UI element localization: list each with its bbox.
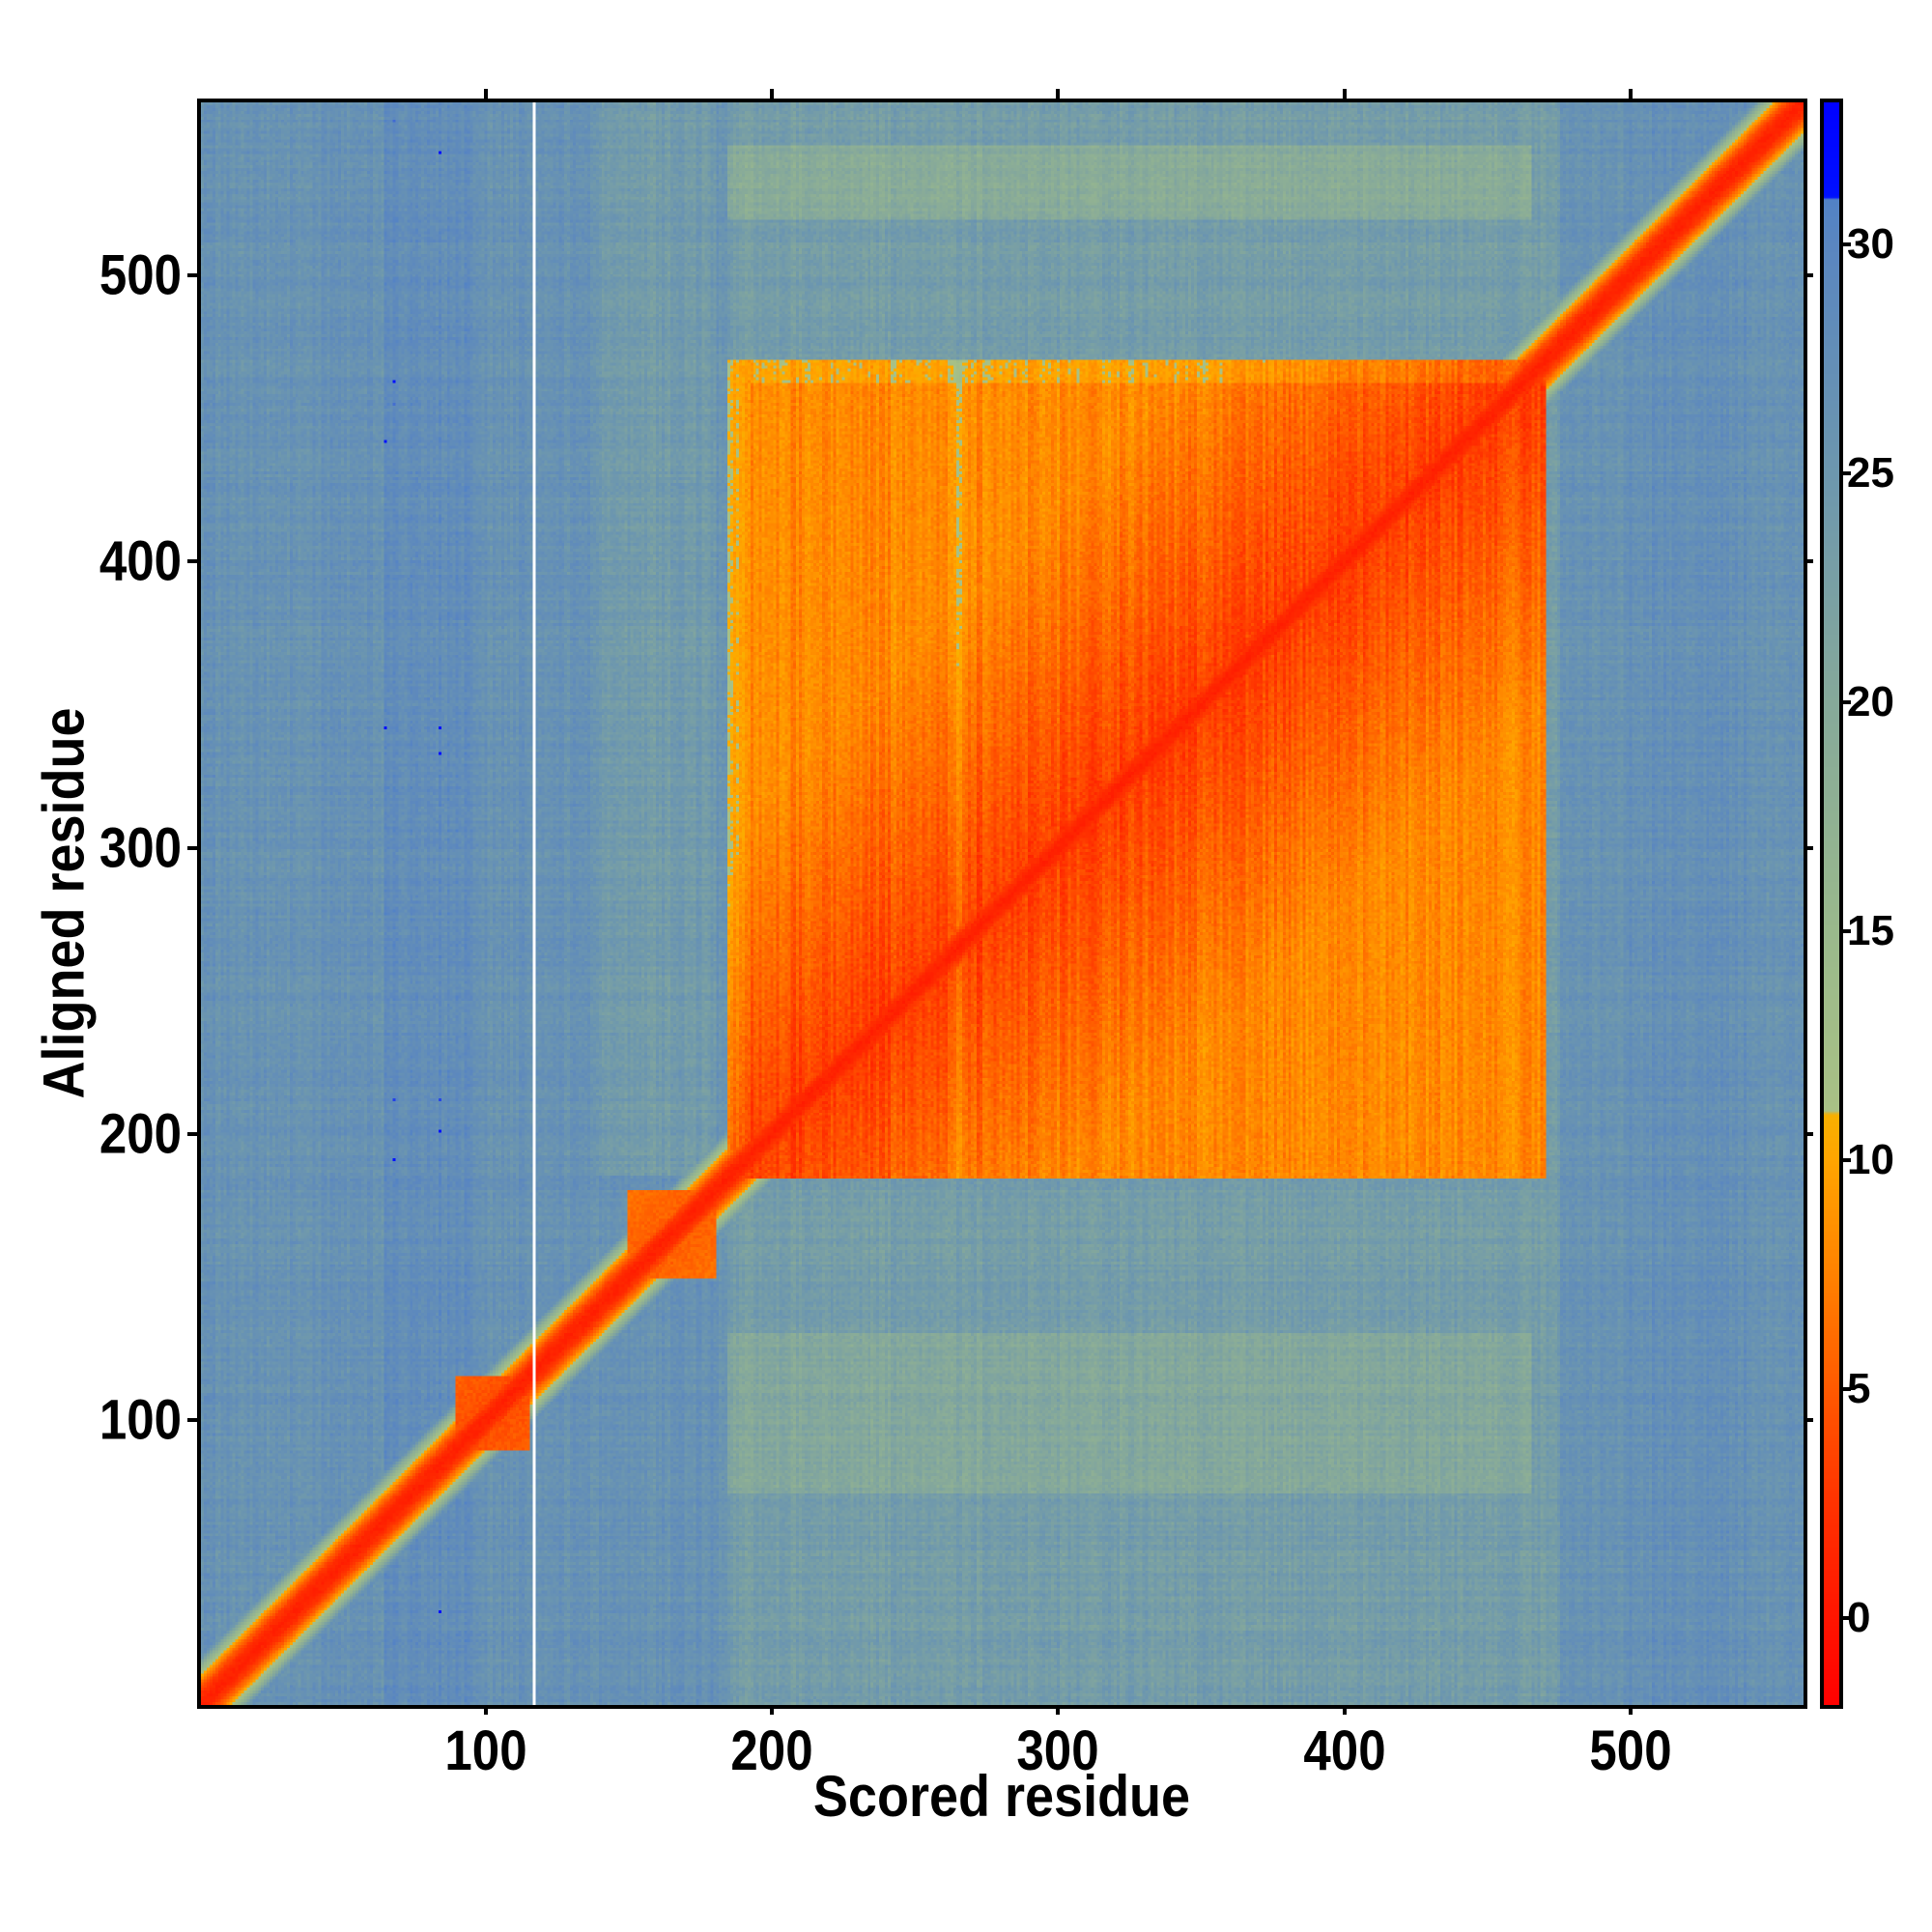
colorbar-tick-label: 20 xyxy=(1847,677,1894,725)
pae-heatmap xyxy=(201,102,1804,1705)
y-axis-title: Aligned residue xyxy=(31,707,97,1099)
x-tick-mark xyxy=(1628,1705,1633,1715)
y-tick-mark xyxy=(187,845,197,850)
colorbar-frame xyxy=(1820,99,1843,1709)
y-right-tick-mark xyxy=(1804,845,1813,850)
colorbar-tick-mark xyxy=(1843,928,1851,933)
colorbar xyxy=(1820,99,1843,1709)
y-right-tick-mark xyxy=(1804,1418,1813,1423)
colorbar-tick-label: 30 xyxy=(1847,219,1894,268)
x-top-tick-mark xyxy=(1342,89,1347,99)
x-top-tick-mark xyxy=(1056,89,1061,99)
y-right-tick-mark xyxy=(1804,1131,1813,1136)
colorbar-tick-mark xyxy=(1843,242,1851,246)
colorbar-tick-label: 15 xyxy=(1847,906,1894,954)
x-axis-title: Scored residue xyxy=(812,1764,1191,1829)
colorbar-tick-mark xyxy=(1843,470,1851,475)
colorbar-tick-label: 5 xyxy=(1847,1364,1871,1412)
x-tick-label: 100 xyxy=(444,1719,527,1782)
x-tick-label: 400 xyxy=(1302,1719,1386,1782)
y-tick-label: 500 xyxy=(99,243,182,307)
x-tick-mark xyxy=(1056,1705,1061,1715)
colorbar-tick-mark xyxy=(1843,1615,1851,1620)
colorbar-gradient xyxy=(1824,102,1839,1705)
colorbar-tick-mark xyxy=(1843,1157,1851,1162)
y-tick-label: 400 xyxy=(99,529,182,593)
heatmap-plot-area xyxy=(197,99,1807,1709)
colorbar-tick-mark xyxy=(1843,1386,1851,1391)
colorbar-tick-mark xyxy=(1843,699,1851,704)
x-tick-label: 200 xyxy=(730,1719,813,1782)
y-right-tick-mark xyxy=(1804,559,1813,564)
x-top-tick-mark xyxy=(770,89,775,99)
y-tick-label: 100 xyxy=(99,1388,182,1452)
x-top-tick-mark xyxy=(1628,89,1633,99)
colorbar-tick-label: 10 xyxy=(1847,1135,1894,1183)
x-top-tick-mark xyxy=(483,89,488,99)
x-tick-mark xyxy=(1342,1705,1347,1715)
y-tick-mark xyxy=(187,1418,197,1423)
y-tick-mark xyxy=(187,559,197,564)
x-tick-label: 500 xyxy=(1589,1719,1672,1782)
y-tick-mark xyxy=(187,1131,197,1136)
colorbar-tick-label: 25 xyxy=(1847,448,1894,497)
y-tick-label: 200 xyxy=(99,1102,182,1166)
x-tick-mark xyxy=(770,1705,775,1715)
y-tick-label: 300 xyxy=(99,816,182,880)
y-tick-mark xyxy=(187,273,197,278)
y-right-tick-mark xyxy=(1804,273,1813,278)
x-tick-label: 300 xyxy=(1016,1719,1099,1782)
x-tick-mark xyxy=(483,1705,488,1715)
colorbar-tick-label: 0 xyxy=(1847,1593,1871,1641)
